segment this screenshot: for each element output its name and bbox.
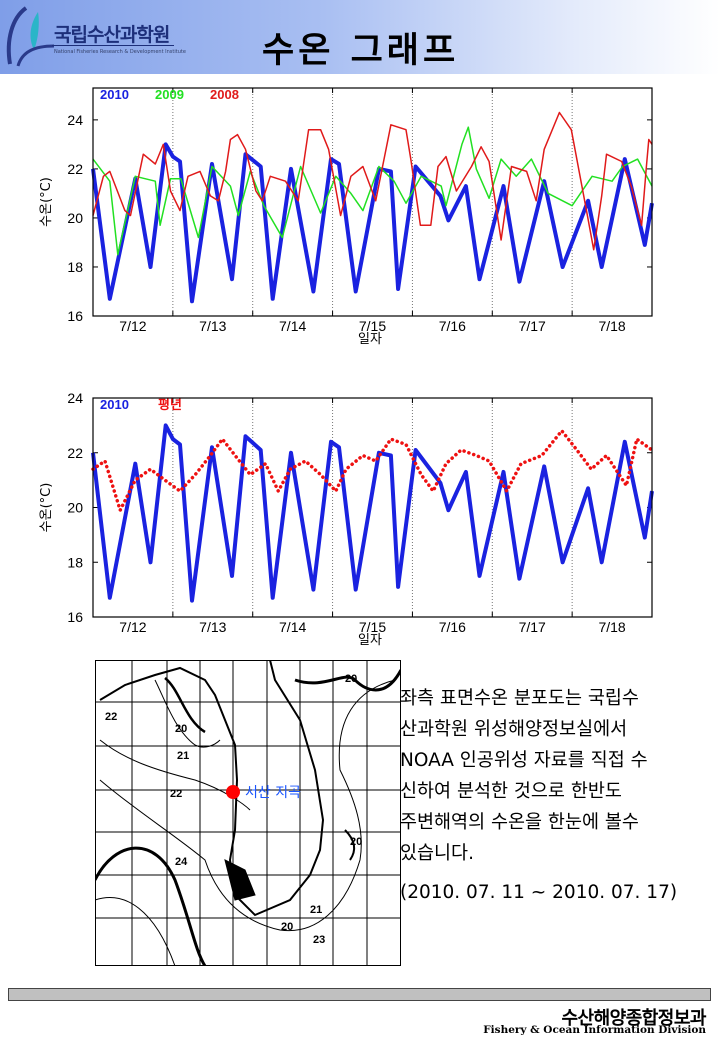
series-line-2010 [91, 423, 654, 603]
x-axis-label: 일자 [358, 332, 382, 345]
chart-year-comparison: 16 18 20 22 24 7/12 7/13 7/14 7/15 7/16 7/17 7/18 일자… [39, 87, 654, 345]
sst-distribution-map: 22 20 21 22 24 20 20 21 20 23 서산 지곡 [95, 660, 401, 966]
description-line: 주변해역의 수온을 한눈에 볼수 [400, 812, 639, 833]
description-line: 좌측 표면수온 분포도는 국립수 [400, 688, 639, 709]
logo-english: National Fisheries Research & Developmen… [54, 49, 186, 55]
x-tick-label: 7/18 [598, 318, 625, 334]
x-tick-label: 7/13 [199, 318, 226, 334]
isotherms [95, 669, 401, 966]
contour-label: 22 [105, 711, 117, 723]
legend-label: 2009 [155, 87, 184, 102]
x-tick-label: 7/12 [119, 619, 146, 635]
legend-label: 2010 [100, 397, 129, 412]
contour-label: 21 [310, 904, 322, 916]
y-tick-label: 20 [67, 210, 83, 226]
footer-org-english: Fishery & Ocean Information Division [483, 1024, 706, 1036]
chart-normal-comparison: 16 18 20 22 24 7/12 7/13 7/14 7/15 7/16 7/17 7/18 일자… [39, 390, 654, 648]
y-axis-label: 수온(°C) [39, 483, 54, 533]
x-tick-label: 7/15 [359, 619, 386, 635]
logo-korean: 국립수산과학원 [54, 24, 170, 46]
x-tick-label: 7/14 [279, 619, 306, 635]
contour-label: 20 [175, 723, 187, 735]
x-tick-label: 7/18 [598, 619, 625, 635]
page-title: 수온 그래프 [262, 31, 460, 71]
y-tick-label: 22 [67, 161, 83, 177]
y-tick-label: 18 [67, 554, 83, 570]
coastline [99, 660, 325, 917]
x-tick-label: 7/15 [359, 318, 386, 334]
y-tick-label: 24 [67, 112, 83, 128]
contour-label: 23 [313, 934, 325, 946]
station-marker-icon [226, 785, 240, 799]
contour-label: 21 [177, 750, 189, 762]
plot-frame [92, 87, 653, 317]
series-line-2010 [91, 142, 654, 304]
legend-label: 2008 [210, 87, 239, 102]
footer-org-korean: 수산해양종합정보과 [561, 1008, 706, 1029]
x-tick-label: 7/13 [199, 619, 226, 635]
description-line: 신하여 분석한 것으로 한반도 [400, 781, 622, 802]
observation-period: (2010. 07. 11 ~ 2010. 07. 17) [400, 882, 678, 903]
y-axis-label: 수온(°C) [39, 177, 54, 227]
series-line-2008 [92, 111, 653, 251]
y-tick-label: 16 [67, 308, 83, 324]
contour-label: 20 [281, 921, 293, 933]
description-line: 산과학원 위성해양정보실에서 [400, 719, 628, 740]
header-banner: 국립수산과학원 National Fisheries Research & De… [0, 0, 720, 74]
y-tick-label: 16 [67, 609, 83, 625]
y-tick-label: 24 [67, 390, 83, 406]
footer-bar [8, 988, 711, 1001]
map-description: 좌측 표면수온 분포도는 국립수 산과학원 위성해양정보실에서 NOAA 인공위… [400, 683, 720, 908]
x-axis-label: 일자 [358, 633, 382, 648]
legend-label: 2010 [100, 87, 129, 102]
x-tick-label: 7/17 [519, 619, 546, 635]
x-tick-label: 7/16 [439, 619, 466, 635]
legend-label: 평년 [158, 397, 182, 412]
x-tick-label: 7/14 [279, 318, 306, 334]
y-tick-label: 22 [67, 445, 83, 461]
x-tick-label: 7/17 [519, 318, 546, 334]
description-line: 있습니다. [400, 843, 474, 864]
series-line-평년 [91, 429, 654, 512]
description-line: NOAA 인공위성 자료를 직접 수 [400, 750, 648, 771]
y-tick-label: 18 [67, 259, 83, 275]
plot-frame [92, 397, 653, 618]
x-tick-label: 7/16 [439, 318, 466, 334]
logo-divider [52, 45, 174, 46]
fish-logo-icon [6, 6, 54, 67]
contour-label: 20 [350, 836, 362, 848]
x-tick-label: 7/12 [119, 318, 146, 334]
y-tick-label: 20 [67, 500, 83, 516]
map-frame [95, 660, 401, 966]
contour-label: 22 [170, 788, 182, 800]
contour-label: 20 [345, 673, 357, 685]
contour-label: 24 [175, 856, 188, 868]
station-label: 서산 지곡 [245, 785, 301, 801]
